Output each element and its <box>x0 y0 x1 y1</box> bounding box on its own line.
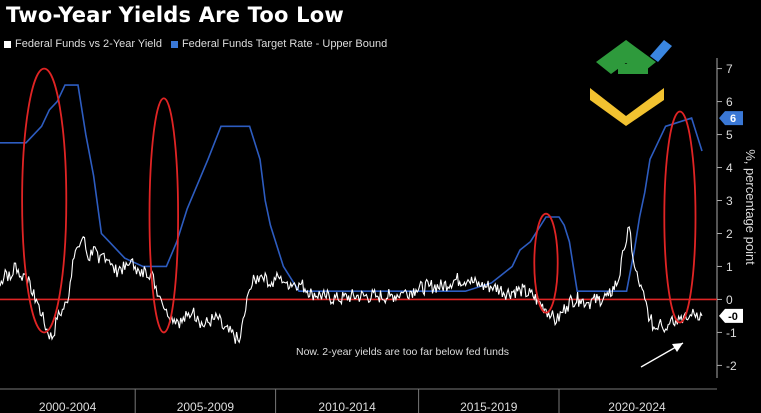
annotation-text: Now. 2-year yields are too far below fed… <box>296 346 509 358</box>
y-tick-label-6: 6 <box>726 95 733 109</box>
highlight-ellipse-2 <box>148 97 180 334</box>
y-tick-label--1: -1 <box>726 326 737 340</box>
x-tick-label-1: 2005-2009 <box>177 400 235 413</box>
value-badge-2 <box>719 308 743 323</box>
value-badge-1 <box>719 111 743 126</box>
y-tick-label-3: 3 <box>726 194 733 208</box>
logo-green-bar <box>618 64 648 74</box>
y-tick-label-1: 1 <box>726 260 733 274</box>
legend-swatch-fed-funds <box>170 40 178 48</box>
x-tick-label-3: 2015-2019 <box>460 400 518 413</box>
y-axis-label: %, percentage point <box>743 149 758 265</box>
x-tick-label-2: 2010-2014 <box>318 400 376 413</box>
x-tick-label-4: 2020-2024 <box>608 400 666 413</box>
value-badge-text-2: -0 <box>728 311 738 323</box>
legend-label-fed-funds: Federal Funds Target Rate - Upper Bound <box>181 38 388 50</box>
logo-yellow-chevron <box>590 88 664 126</box>
green-yellow-blue-logo-icon <box>590 40 672 126</box>
y-tick-label-7: 7 <box>726 62 733 76</box>
legend-item-fed-funds: Federal Funds Target Rate - Upper Bound <box>170 38 388 50</box>
y-tick-label-5: 5 <box>726 128 733 142</box>
y-tick-label-0: 0 <box>726 293 733 307</box>
legend-item-spread: Federal Funds vs 2-Year Yield <box>4 38 162 50</box>
series-spread-line <box>0 225 703 344</box>
highlight-ellipse-4 <box>663 110 697 324</box>
legend-swatch-spread <box>4 40 11 48</box>
legend-label-spread: Federal Funds vs 2-Year Yield <box>15 38 162 50</box>
logo-blue-stroke <box>650 40 672 62</box>
legend: Federal Funds vs 2-Year Yield Federal Fu… <box>4 38 396 50</box>
value-badge-text-1: 6 <box>730 113 736 125</box>
annotation-arrow-head <box>672 343 683 352</box>
y-tick-label--2: -2 <box>726 359 737 373</box>
chart-title: Two-Year Yields Are Too Low <box>6 3 344 27</box>
x-tick-label-0: 2000-2004 <box>39 400 97 413</box>
highlight-ellipse-3 <box>533 212 559 314</box>
y-tick-label-4: 4 <box>726 161 733 175</box>
highlight-ellipse-1 <box>21 67 68 334</box>
series-fed-funds-line <box>0 84 703 293</box>
y-tick-label-2: 2 <box>726 227 733 241</box>
